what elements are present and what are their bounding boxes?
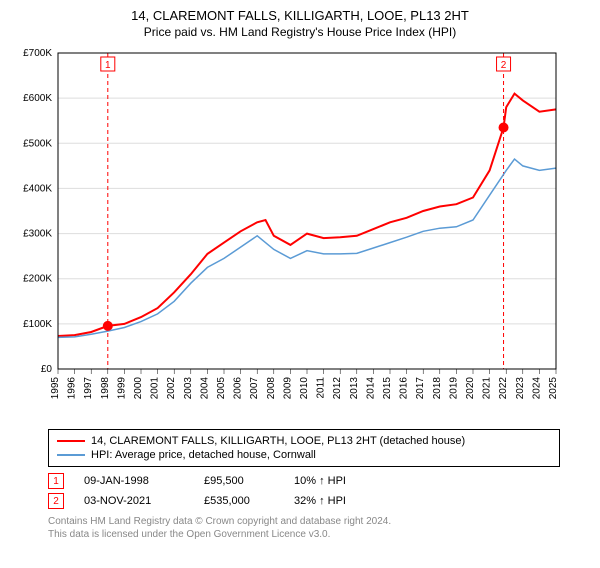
sale-badge-2: 2 — [48, 493, 64, 509]
svg-text:2014: 2014 — [365, 377, 376, 400]
legend-label-2: HPI: Average price, detached house, Corn… — [91, 449, 316, 461]
svg-text:1998: 1998 — [100, 377, 111, 400]
legend-item-price-paid: 14, CLAREMONT FALLS, KILLIGARTH, LOOE, P… — [57, 434, 551, 448]
svg-text:£0: £0 — [41, 364, 53, 375]
chart: £0 £100K £200K £300K £400K £500K £600K £700K 199… — [10, 43, 570, 423]
svg-text:2021: 2021 — [482, 377, 493, 400]
table-row: 2 03-NOV-2021 £535,000 32% ↑ HPI — [48, 491, 560, 511]
svg-text:2015: 2015 — [382, 377, 393, 400]
svg-text:£400K: £400K — [23, 183, 52, 194]
svg-text:£200K: £200K — [23, 274, 52, 285]
svg-text:2011: 2011 — [316, 377, 327, 399]
svg-text:1997: 1997 — [83, 377, 94, 400]
svg-text:£500K: £500K — [23, 138, 52, 149]
svg-text:2000: 2000 — [133, 377, 144, 400]
svg-text:2004: 2004 — [199, 377, 210, 400]
svg-text:2001: 2001 — [150, 377, 161, 400]
svg-text:2023: 2023 — [515, 377, 526, 400]
svg-text:2003: 2003 — [183, 377, 194, 400]
svg-text:£100K: £100K — [23, 319, 52, 330]
sale-badge-1: 1 — [48, 473, 64, 489]
table-row: 1 09-JAN-1998 £95,500 10% ↑ HPI — [48, 471, 560, 491]
svg-text:2025: 2025 — [548, 377, 559, 400]
svg-text:2022: 2022 — [498, 377, 509, 400]
sale-price-2: £535,000 — [204, 495, 274, 507]
svg-text:2017: 2017 — [415, 377, 426, 400]
sale-date-1: 09-JAN-1998 — [84, 475, 184, 487]
svg-text:2009: 2009 — [282, 377, 293, 400]
page-title: 14, CLAREMONT FALLS, KILLIGARTH, LOOE, P… — [0, 8, 600, 23]
svg-text:2008: 2008 — [266, 377, 277, 400]
svg-text:2018: 2018 — [432, 377, 443, 400]
legend-swatch-2 — [57, 454, 85, 456]
svg-text:2019: 2019 — [448, 377, 459, 400]
svg-text:2013: 2013 — [349, 377, 360, 400]
svg-text:2006: 2006 — [233, 377, 244, 400]
page-subtitle: Price paid vs. HM Land Registry's House … — [0, 25, 600, 39]
footer: Contains HM Land Registry data © Crown c… — [48, 515, 560, 541]
svg-text:£600K: £600K — [23, 93, 52, 104]
sale-hpi-1: 10% ↑ HPI — [294, 475, 384, 487]
svg-text:2024: 2024 — [531, 377, 542, 400]
svg-text:£300K: £300K — [23, 229, 52, 240]
footer-copyright: Contains HM Land Registry data © Crown c… — [48, 515, 560, 528]
legend-item-hpi: HPI: Average price, detached house, Corn… — [57, 448, 551, 462]
legend-label-1: 14, CLAREMONT FALLS, KILLIGARTH, LOOE, P… — [91, 435, 465, 447]
svg-text:2: 2 — [501, 60, 507, 71]
footer-licence: This data is licensed under the Open Gov… — [48, 528, 560, 541]
svg-text:2012: 2012 — [332, 377, 343, 400]
svg-text:2007: 2007 — [249, 377, 260, 400]
legend-swatch-1 — [57, 440, 85, 442]
sale-price-1: £95,500 — [204, 475, 274, 487]
svg-text:1: 1 — [105, 60, 111, 71]
svg-text:2005: 2005 — [216, 377, 227, 400]
sales-table: 1 09-JAN-1998 £95,500 10% ↑ HPI 2 03-NOV… — [48, 471, 560, 511]
svg-text:2016: 2016 — [399, 377, 410, 400]
svg-text:1996: 1996 — [67, 377, 78, 400]
sale-hpi-2: 32% ↑ HPI — [294, 495, 384, 507]
legend: 14, CLAREMONT FALLS, KILLIGARTH, LOOE, P… — [48, 429, 560, 467]
svg-text:£700K: £700K — [23, 48, 52, 59]
svg-text:2010: 2010 — [299, 377, 310, 400]
svg-text:2002: 2002 — [166, 377, 177, 400]
sale-date-2: 03-NOV-2021 — [84, 495, 184, 507]
svg-text:2020: 2020 — [465, 377, 476, 400]
svg-text:1995: 1995 — [50, 377, 61, 400]
svg-text:1999: 1999 — [116, 377, 127, 400]
